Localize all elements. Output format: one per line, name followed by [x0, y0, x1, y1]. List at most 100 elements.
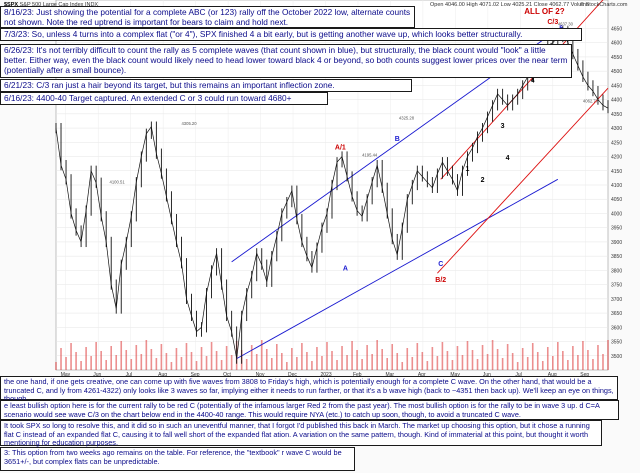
chart-header-symbol: $SPX S&P 500 Large Cap Index INDX	[4, 2, 99, 8]
volume-bar	[255, 354, 258, 370]
volume-bar	[105, 360, 107, 370]
volume-bar	[145, 340, 148, 370]
volume-bar	[371, 354, 373, 370]
volume-bar	[220, 360, 223, 370]
wave-label-blue-c: C	[438, 261, 443, 268]
volume-bar	[426, 361, 429, 370]
note-6-26: 6/26/23: It's not terribly difficult to …	[0, 44, 572, 78]
volume-bar	[476, 359, 479, 370]
note-8-16: 8/16/23: Just showing the potential for …	[0, 6, 415, 28]
y-tick-label: 3700	[611, 297, 622, 303]
volume-bar	[511, 353, 514, 370]
volume-bar	[195, 361, 198, 370]
y-tick-label: 4100	[611, 183, 622, 189]
volume-bar	[562, 351, 564, 370]
volume-bar	[461, 355, 464, 370]
volume-bar	[115, 355, 118, 370]
volume-bar	[531, 343, 534, 370]
volume-bar	[55, 362, 57, 370]
volume-bar	[175, 348, 178, 370]
volume-bar	[386, 358, 388, 370]
volume-bar	[346, 355, 348, 370]
volume-bar	[170, 362, 173, 370]
note-6-21: 6/21/23: C/3 ran just a hair beyond its …	[0, 79, 412, 92]
y-tick-label: 4350	[611, 112, 622, 118]
note-bottom-1: the one hand, if one gets creative, one …	[0, 376, 618, 403]
volume-bar	[361, 359, 363, 370]
volume-bar	[286, 362, 288, 370]
x-tick-label: Oct	[223, 372, 231, 378]
y-tick-label: 4150	[611, 169, 622, 175]
volume-bar	[536, 352, 539, 370]
volume-bar	[546, 347, 549, 370]
volume-bar	[431, 347, 434, 370]
volume-bar	[331, 351, 333, 370]
y-tick-label: 3800	[611, 268, 622, 274]
y-tick-label: 4600	[611, 41, 622, 47]
volume-bar	[250, 345, 253, 370]
y-tick-label: 4000	[611, 211, 622, 217]
volume-bar	[486, 354, 489, 370]
wave-label-red-4: 4	[531, 78, 535, 85]
volume-bar	[140, 354, 143, 370]
y-tick-label: 4200	[611, 155, 622, 161]
volume-bar	[80, 361, 82, 370]
volume-bar	[260, 340, 263, 370]
x-tick-label: Jun	[93, 372, 101, 378]
wave-label-blue-a: A	[343, 265, 348, 272]
x-tick-label: May	[61, 372, 71, 378]
price-label: 4195.44	[362, 153, 378, 158]
volume-bar	[471, 350, 474, 370]
volume-bar	[160, 344, 163, 370]
y-tick-label: 4450	[611, 83, 622, 89]
x-tick-label: 2023	[321, 372, 332, 378]
red-uptrend-lower	[437, 87, 609, 274]
volume-bar	[125, 350, 128, 370]
volume-bar	[366, 345, 368, 370]
y-tick-label: 4400	[611, 98, 622, 104]
volume-bar	[481, 345, 484, 370]
volume-bar	[446, 351, 449, 370]
chart-axes: 3500 3550 3600 3650 3700 3750 3800 3850 3900 3950…	[61, 26, 623, 378]
y-tick-label: 4500	[611, 69, 622, 75]
volume-bar	[526, 357, 529, 370]
volume-bar	[245, 359, 248, 370]
volume-bar	[281, 353, 283, 370]
price-label: 4305.20	[181, 121, 197, 126]
wave-label-b-2: B/2	[435, 277, 446, 284]
volume-bar	[496, 349, 499, 370]
volume-bar	[341, 346, 343, 370]
volume-bar	[491, 340, 494, 370]
x-tick-label: Aug	[548, 372, 557, 378]
y-tick-label: 4050	[611, 197, 622, 203]
y-tick-label: 4650	[611, 26, 622, 32]
note-6-16: 6/16/23: 4400-40 Target captured. An ext…	[0, 92, 328, 105]
wave-label-black-4: 4	[506, 155, 510, 162]
volume-bar	[150, 349, 153, 370]
y-tick-label: 3900	[611, 240, 622, 246]
volume-bar	[215, 351, 218, 370]
volume-bar	[466, 341, 469, 370]
x-tick-label: May	[450, 372, 460, 378]
y-tick-label: 3650	[611, 311, 622, 317]
volume-bar	[165, 353, 168, 370]
volume-bar	[276, 344, 278, 370]
volume-bar	[190, 352, 193, 370]
x-tick-label: Nov	[256, 372, 265, 378]
volume-bar	[225, 346, 228, 370]
price-bars	[55, 26, 609, 364]
x-tick-label: Dec	[288, 372, 297, 378]
note-bottom-3: It took SPX so long to resolve this, and…	[0, 420, 602, 447]
volume-bar	[501, 358, 504, 370]
y-tick-label: 3750	[611, 283, 622, 289]
volume-bar	[65, 357, 67, 370]
volume-bar	[210, 342, 213, 370]
chart-header-quote: Open 4046.00 High 4071.02 Low 4025.21 Cl…	[430, 2, 590, 8]
volume-bar	[135, 345, 138, 370]
volume-bar	[411, 357, 414, 370]
price-label: 4637.30	[558, 22, 574, 27]
wave-label-c-3: C/3	[547, 19, 558, 26]
volume-bar	[406, 348, 409, 370]
volume-bar	[100, 351, 102, 370]
blue-channel-lower	[236, 178, 559, 360]
